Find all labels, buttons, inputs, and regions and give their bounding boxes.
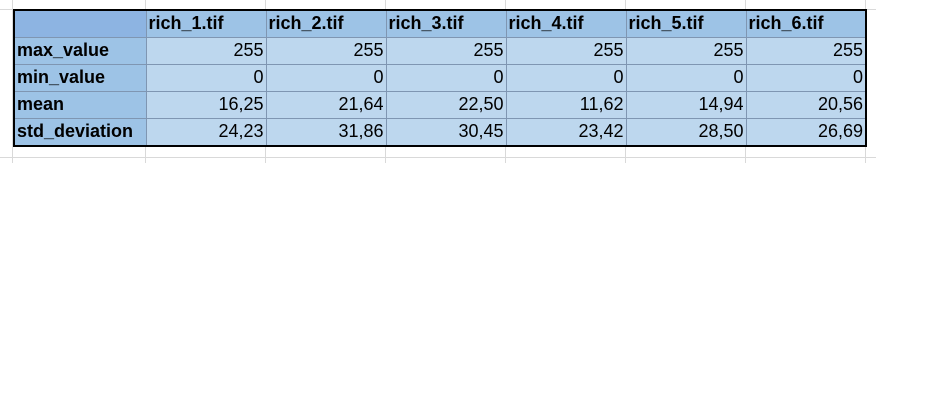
table-row: max_value 255 255 255 255 255 255 <box>14 37 866 65</box>
column-header-rich-5[interactable]: rich_5.tif <box>626 10 747 38</box>
table-cell[interactable]: 255 <box>266 37 387 65</box>
table-row: mean 16,25 21,64 22,50 11,62 14,94 20,56 <box>14 91 866 119</box>
table-cell[interactable]: 255 <box>506 37 627 65</box>
table-cell[interactable]: 31,86 <box>266 118 387 146</box>
column-header-rich-1[interactable]: rich_1.tif <box>146 10 267 38</box>
row-header-max-value[interactable]: max_value <box>14 37 147 65</box>
table-cell[interactable]: 255 <box>386 37 507 65</box>
table-cell[interactable]: 0 <box>386 64 507 92</box>
column-header-rich-2[interactable]: rich_2.tif <box>266 10 387 38</box>
row-header-min-value[interactable]: min_value <box>14 64 147 92</box>
table-cell[interactable]: 21,64 <box>266 91 387 119</box>
table-cell[interactable]: 16,25 <box>146 91 267 119</box>
table-cell[interactable]: 24,23 <box>146 118 267 146</box>
table-cell[interactable]: 11,62 <box>506 91 627 119</box>
table-cell[interactable]: 255 <box>746 37 866 65</box>
row-header-std-deviation[interactable]: std_deviation <box>14 118 147 146</box>
table-cell[interactable]: 0 <box>626 64 747 92</box>
column-header-rich-3[interactable]: rich_3.tif <box>386 10 507 38</box>
table-cell[interactable]: 30,45 <box>386 118 507 146</box>
table-cell[interactable]: 22,50 <box>386 91 507 119</box>
table-cell[interactable]: 28,50 <box>626 118 747 146</box>
corner-cell[interactable] <box>14 10 147 38</box>
table-cell[interactable]: 23,42 <box>506 118 627 146</box>
table-row: min_value 0 0 0 0 0 0 <box>14 64 866 92</box>
row-header-mean[interactable]: mean <box>14 91 147 119</box>
table-cell[interactable]: 14,94 <box>626 91 747 119</box>
table-cell[interactable]: 255 <box>146 37 267 65</box>
column-header-rich-6[interactable]: rich_6.tif <box>746 10 866 38</box>
table-cell[interactable]: 26,69 <box>746 118 866 146</box>
header-row: rich_1.tif rich_2.tif rich_3.tif rich_4.… <box>14 10 866 38</box>
table-cell[interactable]: 0 <box>146 64 267 92</box>
table-cell[interactable]: 255 <box>626 37 747 65</box>
table-cell[interactable]: 20,56 <box>746 91 866 119</box>
column-header-rich-4[interactable]: rich_4.tif <box>506 10 627 38</box>
table-cell[interactable]: 0 <box>746 64 866 92</box>
table-cell[interactable]: 0 <box>506 64 627 92</box>
statistics-table: rich_1.tif rich_2.tif rich_3.tif rich_4.… <box>13 9 867 147</box>
table-cell[interactable]: 0 <box>266 64 387 92</box>
table-row: std_deviation 24,23 31,86 30,45 23,42 28… <box>14 118 866 146</box>
